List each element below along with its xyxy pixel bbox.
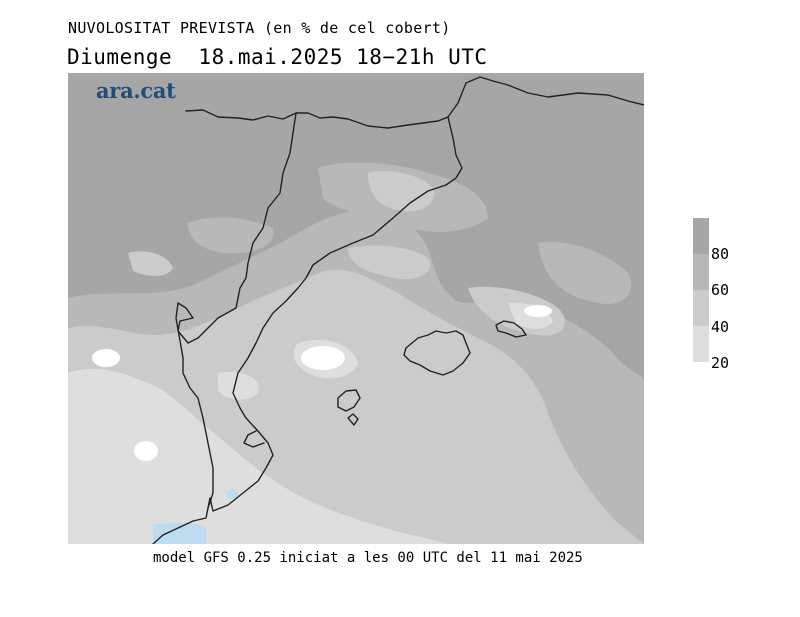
cloud-level-0-20 (92, 305, 552, 461)
map-title: NUVOLOSITAT PREVISTA (en % de cel cobert… (68, 19, 451, 37)
legend-label-40: 40 (711, 318, 730, 336)
ara-cat-logo[interactable]: ara.cat (96, 78, 176, 103)
precipitation-area (153, 489, 239, 544)
forecast-date-time: Diumenge 18.mai.2025 18−21h UTC (67, 45, 488, 69)
legend-swatch-40-60 (693, 290, 709, 326)
legend-swatch-60-80 (693, 254, 709, 290)
legend-color-bar (693, 218, 709, 362)
legend-swatch-20-40 (693, 326, 709, 362)
legend-label-60: 60 (711, 281, 730, 299)
model-run-info: model GFS 0.25 iniciat a les 00 UTC del … (153, 550, 583, 566)
cloud-cover-map (68, 73, 644, 544)
legend-label-20: 20 (711, 354, 730, 372)
legend-label-80: 80 (711, 245, 730, 263)
map-canvas (68, 73, 644, 544)
legend-swatch-80-100 (693, 218, 709, 254)
coastline (152, 76, 644, 544)
